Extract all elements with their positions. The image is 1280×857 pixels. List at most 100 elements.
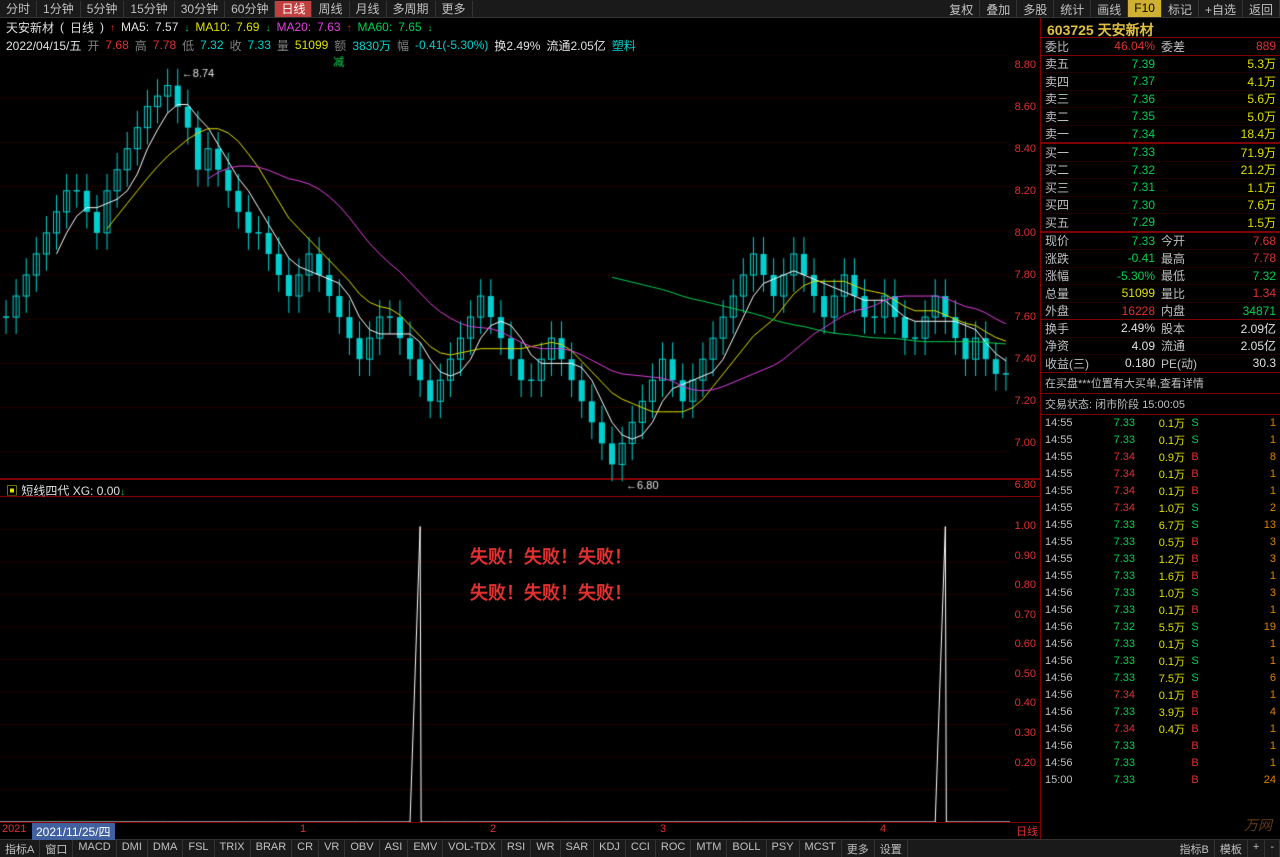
indicator-tab[interactable]: 更多 (842, 840, 875, 857)
trade-row: 14:557.331.6万B1 (1041, 568, 1280, 585)
toolbar-button[interactable]: 多股 (1017, 0, 1054, 17)
order-row: 买二7.3221.2万 (1041, 162, 1280, 180)
trade-row: 14:557.341.0万S2 (1041, 500, 1280, 517)
indicator-tab[interactable]: 指标A (0, 840, 40, 857)
indicator-tab[interactable]: - (1265, 840, 1280, 857)
period-tab[interactable]: 1分钟 (37, 1, 81, 17)
indicator-tab[interactable]: DMA (148, 840, 183, 857)
trade-row: 14:567.325.5万S19 (1041, 619, 1280, 636)
big-order-msg[interactable]: 在买盘***位置有大买单,查看详情 (1041, 373, 1280, 394)
candlestick-chart[interactable]: 8.808.608.408.208.007.807.607.407.207.00… (0, 54, 1040, 479)
quote-panel: 603725 天安新材 委比46.04% 委差889 卖五7.395.3万卖四7… (1040, 18, 1280, 839)
trade-row: 15:007.33B24 (1041, 772, 1280, 789)
indicator-tab[interactable]: RSI (502, 840, 531, 857)
up-icon (110, 20, 115, 34)
indicator-tab[interactable]: EMV (408, 840, 443, 857)
indicator-tab[interactable]: VOL-TDX (443, 840, 502, 857)
period-tab[interactable]: 更多 (436, 1, 473, 17)
quote-row: 外盘16228内盘34871 (1041, 303, 1280, 321)
order-row: 卖三7.365.6万 (1041, 91, 1280, 109)
indicator-tab[interactable]: 窗口 (40, 840, 73, 857)
trade-row: 14:557.336.7万S13 (1041, 517, 1280, 534)
indicator-tab[interactable]: WR (531, 840, 560, 857)
weibi-value: 46.04% (1095, 39, 1155, 53)
trade-row: 14:567.330.1万B1 (1041, 602, 1280, 619)
toolbar-button[interactable]: 叠加 (980, 0, 1017, 17)
date-axis: 2021 2021/11/25/四 1 2 3 4 日线 (0, 822, 1040, 839)
indicator-tab[interactable]: TRIX (215, 840, 251, 857)
stock-title: 603725 天安新材 (1041, 18, 1280, 38)
indicator-tab[interactable]: MTM (691, 840, 727, 857)
order-row: 买一7.3371.9万 (1041, 144, 1280, 162)
indicator-tabs: 指标A窗口MACDDMIDMAFSLTRIXBRARCRVROBVASIEMVV… (0, 839, 1280, 857)
indicator-tab[interactable]: SAR (561, 840, 595, 857)
indicator-tab[interactable]: VR (319, 840, 345, 857)
trade-row: 14:557.340.1万B1 (1041, 483, 1280, 500)
quote-row: 净资4.09流通2.05亿 (1041, 338, 1280, 356)
indicator-tab[interactable]: 指标B (1175, 840, 1215, 857)
toolbar-button[interactable]: F10 (1128, 0, 1162, 17)
ohlc-info-line: 2022/04/15/五 开7.68 高7.78 低7.32 收7.33 量51… (0, 36, 1040, 54)
indicator-tab[interactable]: CCI (626, 840, 656, 857)
indicator-tab[interactable]: OBV (345, 840, 379, 857)
indicator-tab[interactable]: 设置 (875, 840, 908, 857)
order-row: 卖一7.3418.4万 (1041, 126, 1280, 144)
trade-row: 14:557.330.1万S1 (1041, 432, 1280, 449)
weicha-value: 889 (1205, 39, 1276, 53)
indicator-tab[interactable]: + (1248, 840, 1265, 857)
period-tab[interactable]: 周线 (312, 1, 349, 17)
watermark-logo: 万网 (1244, 815, 1272, 835)
trade-row: 14:567.33B1 (1041, 755, 1280, 772)
order-row: 卖四7.374.1万 (1041, 73, 1280, 91)
indicator-tab[interactable]: DMI (117, 840, 148, 857)
trade-list[interactable]: 14:557.330.1万S114:557.330.1万S114:557.340… (1041, 415, 1280, 840)
period-tab[interactable]: 多周期 (387, 1, 436, 17)
trade-row: 14:567.337.5万S6 (1041, 670, 1280, 687)
period-tab[interactable]: 日线 (275, 1, 312, 17)
period-tab[interactable]: 5分钟 (81, 1, 125, 17)
period-tab[interactable]: 30分钟 (175, 1, 225, 17)
trade-row: 14:567.340.1万B1 (1041, 687, 1280, 704)
period-tab[interactable]: 60分钟 (225, 1, 275, 17)
indicator-tab[interactable]: MCST (800, 840, 842, 857)
indicator-tab[interactable]: ASI (380, 840, 409, 857)
trade-row: 14:567.340.4万B1 (1041, 721, 1280, 738)
selected-date: 2021/11/25/四 (32, 823, 115, 840)
period-tab[interactable]: 分时 (0, 1, 37, 17)
indicator-tab[interactable]: BRAR (251, 840, 293, 857)
quote-row: 涨跌-0.41最高7.78 (1041, 250, 1280, 268)
indicator-tab[interactable]: FSL (183, 840, 214, 857)
toolbar-button[interactable]: 复权 (943, 0, 980, 17)
quote-row: 现价7.33今开7.68 (1041, 233, 1280, 251)
trade-row: 14:567.331.0万S3 (1041, 585, 1280, 602)
toolbar-button[interactable]: 统计 (1054, 0, 1091, 17)
chart-area: 天安新材(日线) MA5:7.57 MA10:7.69 MA20:7.63 MA… (0, 18, 1040, 839)
trade-row: 14:567.330.1万S1 (1041, 653, 1280, 670)
order-row: 卖五7.395.3万 (1041, 56, 1280, 74)
indicator-tab[interactable]: 模板 (1215, 840, 1248, 857)
order-row: 买五7.291.5万 (1041, 214, 1280, 232)
trade-row: 14:567.330.1万S1 (1041, 636, 1280, 653)
toolbar-button[interactable]: 画线 (1091, 0, 1128, 17)
period-tab[interactable]: 月线 (350, 1, 387, 17)
quote-row: 涨幅-5.30%最低7.32 (1041, 268, 1280, 286)
trade-row: 14:557.330.5万B3 (1041, 534, 1280, 551)
order-row: 卖二7.355.0万 (1041, 108, 1280, 126)
quote-row: 换手2.49%股本2.09亿 (1041, 320, 1280, 338)
trade-row: 14:557.340.9万B8 (1041, 449, 1280, 466)
toolbar-button[interactable]: 标记 (1162, 0, 1199, 17)
quote-row: 总量51099量比1.34 (1041, 285, 1280, 303)
indicator-tab[interactable]: PSY (767, 840, 800, 857)
toolbar-button[interactable]: 返回 (1243, 0, 1280, 17)
indicator-tab[interactable]: CR (292, 840, 319, 857)
indicator-tab[interactable]: MACD (73, 840, 116, 857)
toolbar-button[interactable]: +自选 (1199, 0, 1243, 17)
order-row: 买四7.307.6万 (1041, 197, 1280, 215)
period-tab[interactable]: 15分钟 (124, 1, 174, 17)
trade-row: 14:557.331.2万B3 (1041, 551, 1280, 568)
indicator-tab[interactable]: ROC (656, 840, 691, 857)
indicator-chart[interactable]: 失败！失败！失败！失败！失败！失败！ 1.000.900.800.700.600… (0, 497, 1040, 822)
indicator-tab[interactable]: KDJ (594, 840, 626, 857)
trade-row: 14:557.340.1万B1 (1041, 466, 1280, 483)
indicator-tab[interactable]: BOLL (727, 840, 766, 857)
